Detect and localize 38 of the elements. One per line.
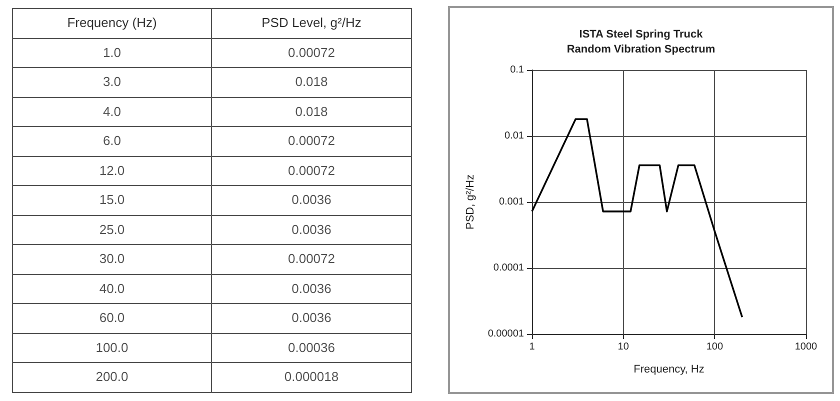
text: 1.0 [13, 38, 212, 68]
text: 40.0 [13, 274, 212, 304]
text: 30.0 [13, 245, 212, 274]
text: 25.0 [13, 216, 212, 245]
text: 0.0036 [212, 274, 411, 304]
text: 0.00072 [212, 156, 411, 186]
x-tick-label: 1 [529, 342, 536, 352]
text: 0.00072 [212, 245, 411, 274]
text: 100.0 [13, 334, 212, 363]
text: Frequency (Hz) [13, 9, 212, 38]
y-tick-label: 0.001 [498, 196, 524, 208]
y-tick-label: 0.0001 [493, 262, 524, 274]
x-tick-label: 10 [618, 342, 630, 352]
text: 0.00072 [212, 38, 411, 68]
text: 0.0036 [212, 304, 411, 334]
x-tick-label: 100 [706, 342, 724, 352]
text: 0.000018 [283, 368, 340, 386]
text: 0.018 [212, 68, 411, 98]
text: 200.0 [13, 363, 212, 392]
text: 6.0 [13, 127, 212, 156]
text: 4.0 [13, 98, 212, 127]
text: 0.00036 [212, 334, 411, 363]
text: 12.0 [13, 156, 212, 186]
text: 0.00072 [212, 127, 411, 156]
y-tick-label: 0.1 [510, 64, 524, 76]
chart-title: ISTA Steel Spring Truck Random Vibration Spectrum [566, 28, 716, 56]
text: PSD Level, g²/Hz [212, 9, 411, 38]
y-tick-label: 0.00001 [488, 328, 524, 340]
y-tick-label: 0.01 [504, 130, 524, 142]
text: 60.0 [13, 304, 212, 334]
text: 0.018 [212, 98, 411, 127]
text: 15.0 [13, 186, 212, 216]
y-axis-title: PSD, g²/Hz [464, 174, 476, 230]
text: 0.0036 [212, 186, 411, 216]
text: 3.0 [13, 68, 212, 98]
text: 0.0036 [212, 216, 411, 245]
x-tick-label: 1000 [794, 342, 818, 352]
x-axis-title: Frequency, Hz [634, 364, 704, 376]
